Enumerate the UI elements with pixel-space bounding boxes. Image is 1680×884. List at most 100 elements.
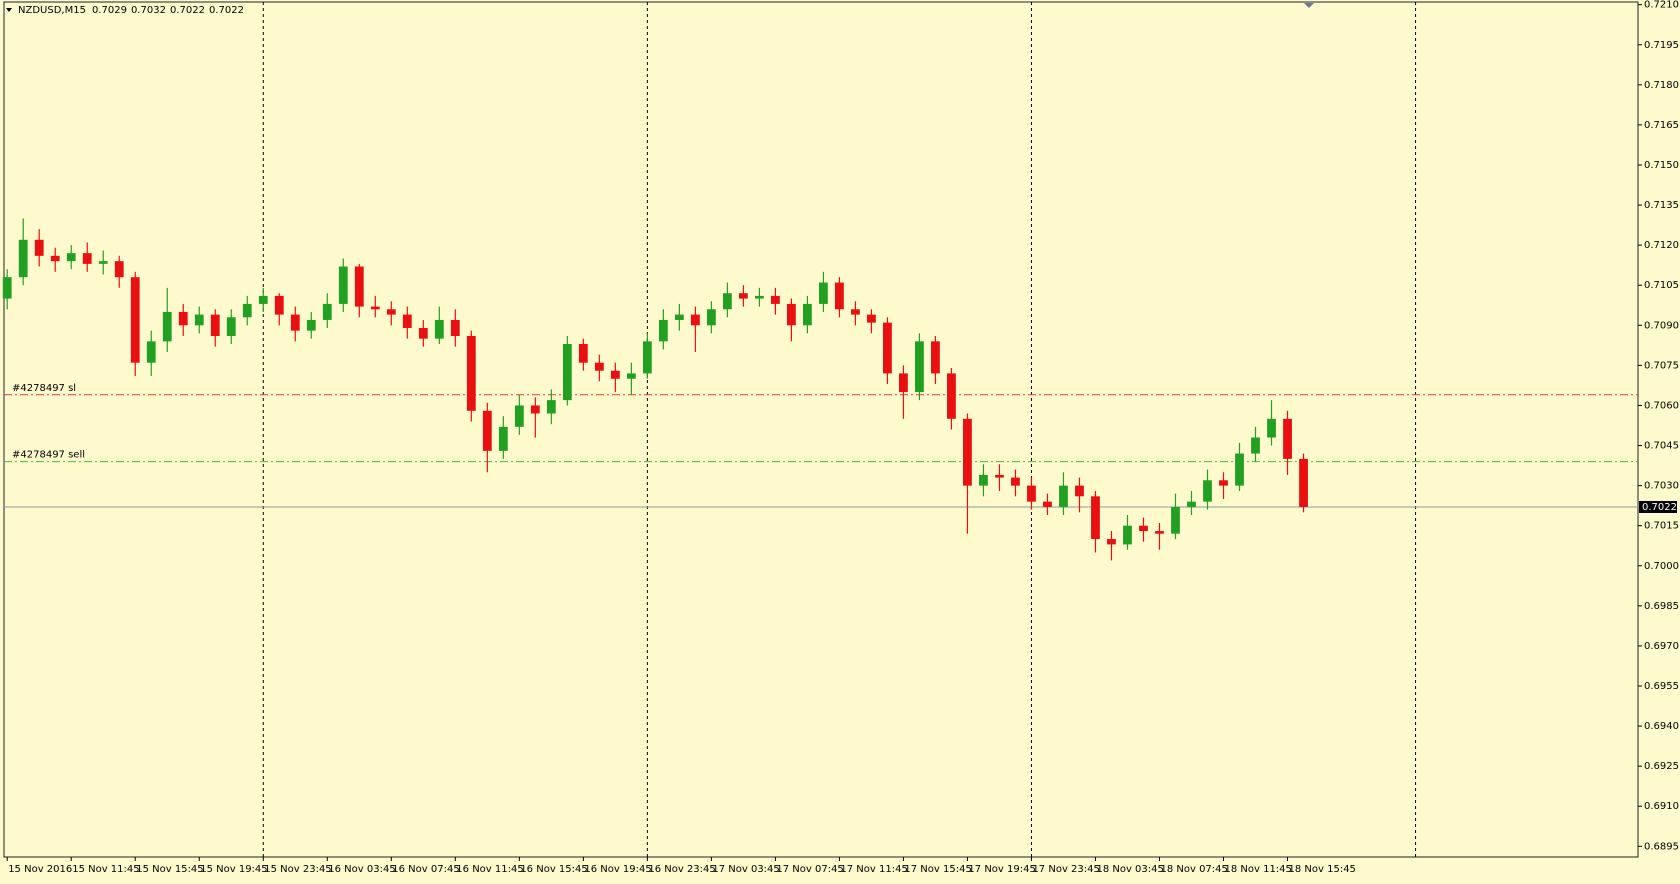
candle-body [1283,418,1292,459]
x-tick-label: 16 Nov 23:45 [648,864,715,875]
candle-body [1107,539,1116,545]
y-tick-label: 0.7045 [1644,441,1679,452]
candle-body [1251,437,1260,454]
x-tick-label: 15 Nov 11:45 [72,864,139,875]
candle-body [1043,501,1052,507]
y-tick-label: 0.7000 [1644,561,1679,572]
x-tick-label: 18 Nov 11:45 [1224,864,1291,875]
candle-body [466,335,476,411]
y-tick-label: 0.6910 [1644,801,1679,812]
y-tick-label: 0.6985 [1644,601,1679,612]
candle-body [578,344,588,363]
x-tick-label: 15 Nov 23:45 [264,864,331,875]
candle-body [674,314,684,320]
y-tick-label: 0.7195 [1644,40,1679,51]
candle-body [642,341,652,374]
candle-body [322,303,332,320]
header-high: 0.7032 [131,5,166,16]
candle-body [883,322,892,374]
candle-body [98,261,108,264]
candle-body [594,362,604,371]
menu-arrow[interactable] [6,8,12,12]
candle-body [402,314,412,328]
symbol: NZDUSD,M15 [18,5,86,16]
candle-body [130,277,140,363]
candle-body [1075,485,1084,497]
header-open: 0.7029 [92,5,127,16]
candle-body [738,293,748,299]
x-tick-label: 18 Nov 07:45 [1160,864,1227,875]
order-level-label: #4278497 sl [12,383,76,394]
candle-body [818,282,828,304]
candle-body [658,319,668,342]
candle-body [867,314,876,323]
candle-body [162,311,172,342]
y-tick-label: 0.6955 [1644,681,1679,692]
x-tick-label: 16 Nov 19:45 [584,864,651,875]
x-tick-label: 17 Nov 03:45 [712,864,779,875]
x-tick-label: 18 Nov 03:45 [1096,864,1163,875]
chart-header: NZDUSD,M15 0.7029 0.7032 0.7022 0.7022 [18,5,244,16]
candle-body [434,319,444,339]
bid-box [1639,500,1677,513]
candle-body [418,327,428,339]
y-tick-label: 0.7060 [1644,400,1679,411]
candle-body [242,303,252,318]
candle-body [258,295,268,304]
candle-body [146,341,156,363]
candle-body [82,253,92,264]
candle-body [338,266,348,304]
candle-body [274,295,284,315]
candle-body [979,474,988,486]
candle-body [1027,485,1036,502]
candle-body [963,418,972,486]
candle-body [226,317,236,336]
y-tick-label: 0.7075 [1644,360,1679,371]
candle-body [50,255,60,262]
x-tick-label: 17 Nov 19:45 [968,864,1035,875]
candle-body [562,344,572,401]
candle-body [786,303,796,326]
x-tick-label: 17 Nov 15:45 [904,864,971,875]
candle-body [546,400,556,414]
candle-body [114,261,124,278]
candle-body [1091,496,1100,540]
y-tick-label: 0.7150 [1644,160,1679,171]
y-tick-label: 0.7135 [1644,200,1679,211]
plot-frame [3,1,1639,858]
candle-body [1203,480,1212,502]
candle-body [835,282,844,310]
y-tick-label: 0.7165 [1644,120,1679,131]
x-tick-label: 16 Nov 07:45 [392,864,459,875]
candle-body [18,239,28,278]
candle-body [482,410,492,451]
y-tick-label: 0.7210 [1644,0,1679,11]
candle-body [306,319,316,331]
x-tick-label: 16 Nov 11:45 [456,864,523,875]
candle-body [1187,501,1196,507]
candle-body [1171,506,1180,534]
candle-body [931,341,940,374]
candle-body [194,314,204,326]
candle-body [995,474,1004,478]
candle-body [610,370,620,379]
x-tick-label: 16 Nov 03:45 [328,864,395,875]
candle-body [530,405,540,414]
x-tick-label: 15 Nov 15:45 [136,864,203,875]
x-tick-label: 17 Nov 11:45 [840,864,907,875]
candle-body [770,295,780,304]
candle-body [1059,485,1068,507]
candle-body [690,314,700,326]
candle-body [1155,531,1164,534]
candle-body [34,239,44,256]
candle-body [66,253,76,262]
y-tick-label: 0.7120 [1644,240,1679,251]
y-tick-label: 0.6925 [1644,761,1679,772]
x-tick-label: 15 Nov 19:45 [200,864,267,875]
candle-body [1299,458,1308,507]
x-tick-label: 18 Nov 15:45 [1289,864,1356,875]
x-tick-label: 17 Nov 07:45 [776,864,843,875]
candle-body [1139,525,1148,532]
x-tick-label: 15 Nov 2016 [8,864,72,875]
